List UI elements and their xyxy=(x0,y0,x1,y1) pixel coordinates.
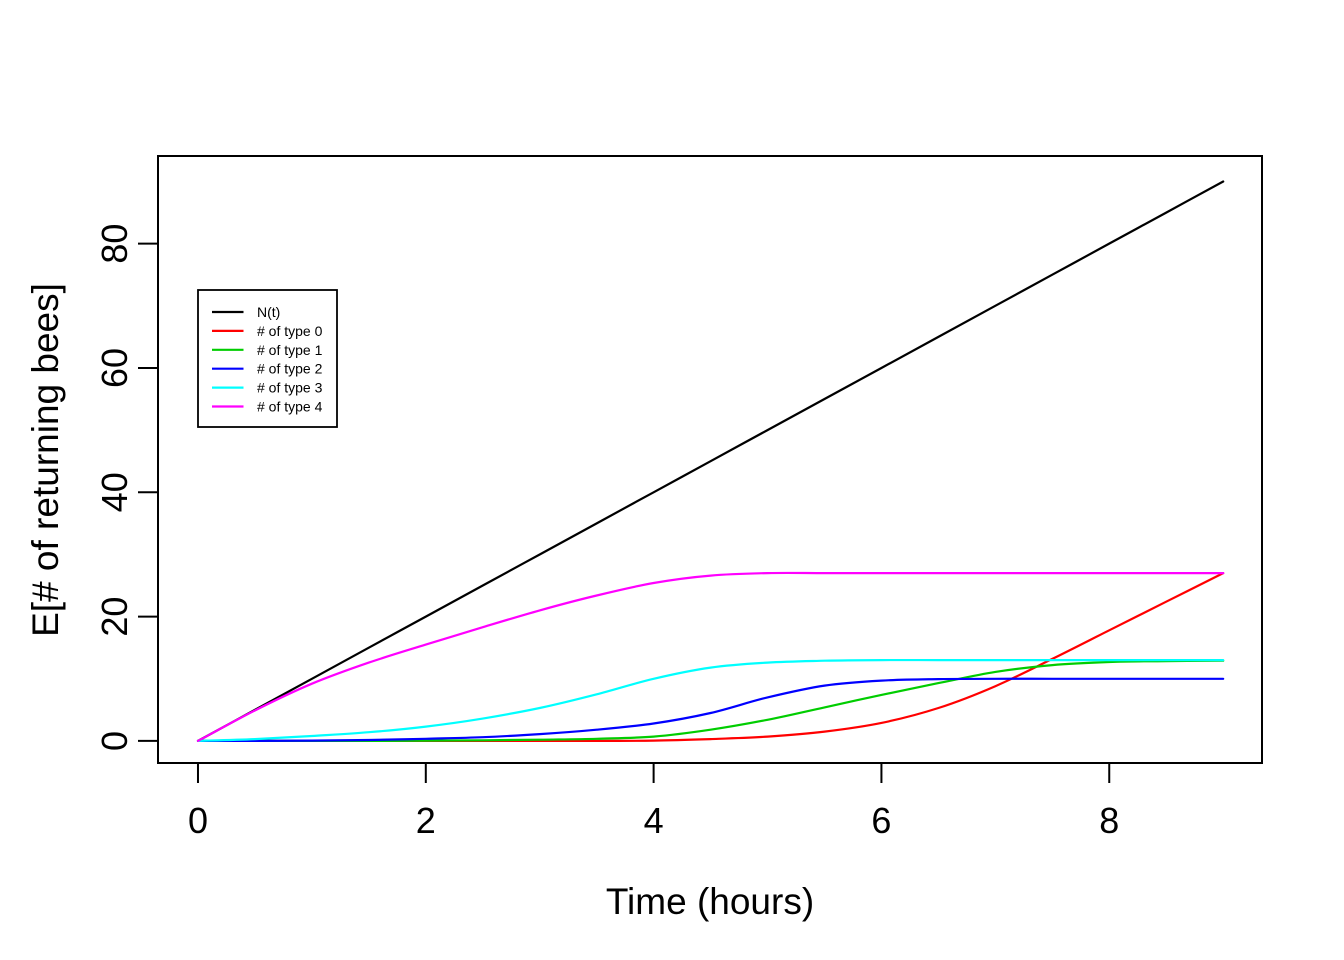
series-line-type-3 xyxy=(196,658,1225,742)
series-line-n-t xyxy=(196,180,1225,742)
legend-item-label: # of type 1 xyxy=(257,342,323,358)
legend-item-label: # of type 4 xyxy=(257,399,323,415)
legend-item: # of type 2 xyxy=(212,361,323,377)
y-tick-label: 60 xyxy=(94,348,135,388)
legend-item: # of type 1 xyxy=(212,342,323,358)
legend-item-label: N(t) xyxy=(257,304,280,320)
y-axis-title: E[# of returning bees] xyxy=(25,283,66,637)
y-tick-label: 80 xyxy=(94,224,135,264)
series-line-type-1 xyxy=(196,659,1225,743)
legend-item: # of type 4 xyxy=(212,399,323,415)
x-tick-label: 0 xyxy=(188,800,208,841)
legend-item: # of type 3 xyxy=(212,380,323,396)
x-tick-label: 2 xyxy=(416,800,436,841)
series-group xyxy=(196,180,1225,743)
y-axis: 0 20 40 60 80 xyxy=(94,224,158,751)
x-axis-title: Time (hours) xyxy=(606,881,814,922)
legend: N(t) # of type 0 # of type 1 # of type 2 # o… xyxy=(197,289,338,428)
legend-item-label: # of type 0 xyxy=(257,323,323,339)
x-tick-label: 8 xyxy=(1099,800,1119,841)
plot-box xyxy=(157,155,1263,764)
legend-item: N(t) xyxy=(212,304,280,320)
legend-item-label: # of type 2 xyxy=(257,361,323,377)
x-tick-label: 6 xyxy=(871,800,891,841)
series-line-type-4 xyxy=(196,571,1225,742)
x-axis: 0 2 4 6 8 xyxy=(188,763,1119,841)
x-tick-label: 4 xyxy=(644,800,664,841)
y-tick-label: 0 xyxy=(94,731,135,751)
y-tick-label: 40 xyxy=(94,472,135,512)
series-line-type-2 xyxy=(196,677,1225,743)
legend-item: # of type 0 xyxy=(212,323,323,339)
y-tick-label: 20 xyxy=(94,597,135,637)
legend-item-label: # of type 3 xyxy=(257,380,323,396)
